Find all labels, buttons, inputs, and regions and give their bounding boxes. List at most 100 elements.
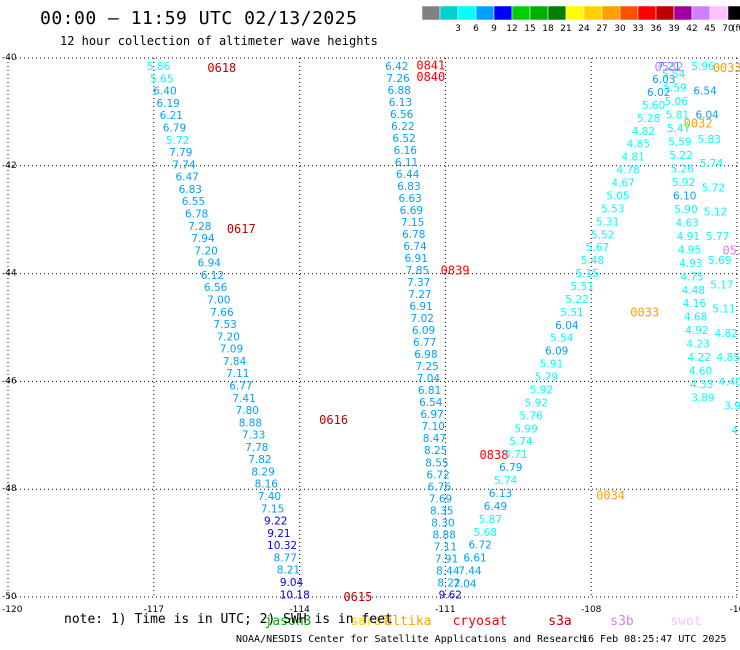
swh-value: 5.74 [494, 475, 518, 487]
swh-value: 9.22 [264, 516, 287, 528]
swh-value: 7.84 [223, 356, 247, 368]
satellite-label-altika: altika [385, 614, 432, 629]
swh-value: 7.40 [258, 491, 281, 503]
lat-label: -48 [2, 484, 17, 494]
legend-tick-label: 12 [506, 24, 517, 34]
swh-value: 6.79 [499, 462, 522, 474]
swh-value: 4.16 [683, 298, 707, 310]
legend-swatch [727, 5, 740, 21]
swh-value: 7.10 [422, 421, 445, 433]
swh-value: 8.29 [251, 466, 274, 478]
legend-tick-label: 27 [596, 24, 607, 34]
swh-value: 6.02 [647, 87, 670, 99]
swh-value: 5.28 [637, 113, 660, 125]
pass-time-label: 0615 [343, 590, 372, 604]
legend-tick-label: 24 [578, 24, 590, 34]
pass-time-label: 0532 [655, 60, 684, 74]
swh-value: 4.33 [690, 379, 713, 391]
swh-value: 6.13 [389, 97, 412, 109]
swh-value: 5.52 [591, 229, 614, 241]
swh-value: 7.85 [406, 265, 429, 277]
lat-label: -46 [2, 376, 17, 386]
lat-label: -50 [2, 592, 17, 602]
swh-value: 8.16 [255, 479, 279, 491]
swh-value: 7.20 [194, 245, 217, 257]
swh-value: 7.28 [188, 221, 211, 233]
swh-value: 6.91 [409, 301, 432, 313]
swh-value: 6.88 [388, 85, 411, 97]
swh-value: 5.05 [606, 190, 629, 202]
lat-label: -40 [2, 53, 17, 63]
swh-value: 5.86 [147, 61, 171, 73]
swh-value: 5.72 [702, 182, 725, 194]
legend-tick-label: 3 [455, 24, 461, 34]
swh-value: 4.23 [686, 339, 709, 351]
swh-value: 4.81 [622, 152, 645, 164]
swh-value: 6.94 [198, 258, 222, 270]
pass-time-label: 0838 [480, 448, 509, 462]
swh-value: 5.06 [665, 96, 689, 108]
legend-unit: (ft) [732, 24, 740, 34]
legend-tick-label: 21 [560, 24, 571, 34]
legend-swatch [601, 5, 621, 21]
swh-value: 4.91 [677, 231, 700, 243]
swh-value: 6.63 [398, 193, 421, 205]
satellite-tracks: 5.865.656.406.196.216.795.727.797.746.47… [147, 58, 740, 603]
swh-value: 8.88 [239, 417, 262, 429]
swh-value: 7.82 [248, 454, 271, 466]
swh-value: 6.10 [673, 190, 696, 202]
swh-value: 7.04 [417, 373, 441, 385]
swh-value: 6.54 [693, 85, 717, 97]
swh-value: 6.78 [185, 208, 208, 220]
swh-value: 7.78 [245, 442, 268, 454]
swh-value: 7.37 [407, 277, 430, 289]
satellite-label-s3b: s3b [610, 614, 634, 629]
swh-value: 7.94 [191, 233, 215, 245]
swh-value: 7.53 [213, 319, 236, 331]
satellite-label-s3a: s3a [548, 614, 571, 629]
swh-value: 5.90 [674, 204, 697, 216]
lon-label: -10 [730, 605, 740, 615]
swh-value: 5.26 [671, 163, 695, 175]
swh-value: 6.69 [400, 205, 423, 217]
legend-tick-label: 45 [704, 24, 715, 34]
swh-value: 5.11 [712, 304, 735, 316]
swh-value: 8.44 [436, 565, 460, 577]
axis-labels: -40 -42 -44 -46 -48 -50 -120 -117 -114 -111 -108 -1… [2, 53, 740, 615]
swh-value: 5.74 [509, 436, 533, 448]
swh-value: 6.76 [428, 481, 452, 493]
swh-value: 5.54 [550, 333, 574, 345]
swh-value: 5.99 [514, 423, 537, 435]
pass-time-label: 0531 [723, 243, 740, 257]
swh-value: 5.48 [581, 255, 604, 267]
swh-value: 6.42 [385, 61, 408, 73]
pass-time-label: 0840 [416, 70, 445, 84]
swh-value: 4.93 [679, 258, 702, 270]
swh-value: 6.49 [484, 501, 507, 513]
page-title: 00:00 – 11:59 UTC 02/13/2025 [40, 8, 358, 29]
legend-tick-label: 36 [650, 24, 662, 34]
swh-value: 7.41 [232, 393, 255, 405]
satellite-label-swot: swot [670, 614, 701, 629]
timestamp-text: 16 Feb 08:25:47 UTC 2025 [582, 634, 727, 645]
swh-value: 6.44 [396, 169, 420, 181]
swh-value: 5.54 [662, 69, 686, 81]
legend-swatch [511, 5, 531, 21]
pass-time-label: 0033 [630, 305, 659, 319]
legend-tick-label: 15 [524, 24, 535, 34]
swh-value: 8.25 [424, 445, 447, 457]
swh-value: 4.48 [682, 285, 705, 297]
swh-value: 5.81 [666, 110, 689, 122]
swh-value: 4.82 [632, 126, 655, 138]
legend-tick-label: 42 [686, 24, 697, 34]
swh-value: 6.98 [414, 349, 437, 361]
legend-swatch [421, 5, 441, 21]
legend-tick-label: 70 [722, 24, 734, 34]
swh-value: 5.15 [576, 268, 599, 280]
swh-value: 4 [731, 425, 738, 437]
swh-value: 6.21 [160, 110, 183, 122]
swh-value: 6.11 [395, 157, 418, 169]
swh-value: 4.85 [627, 139, 650, 151]
legend-swatch [673, 5, 693, 21]
